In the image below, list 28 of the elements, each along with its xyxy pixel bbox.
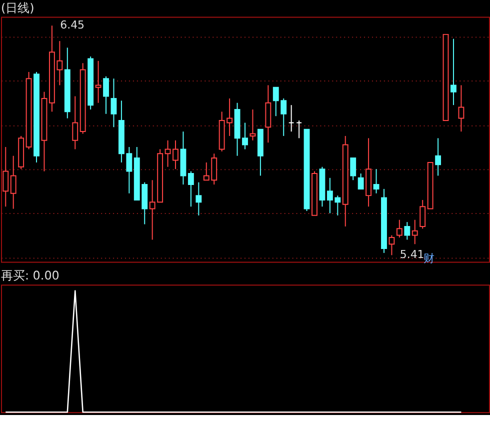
annotation: 财 (423, 252, 434, 265)
candlestick (458, 84, 464, 132)
candlestick (288, 104, 294, 132)
candlestick (95, 60, 102, 104)
candlestick (110, 78, 117, 128)
chart-title: (日线) (0, 0, 34, 15)
candlestick (296, 120, 302, 139)
candlestick (103, 76, 109, 114)
candlestick (2, 146, 9, 208)
candlestick (388, 234, 395, 256)
candlestick (250, 108, 256, 141)
chart-title: 再买: 0.00 (0, 268, 60, 283)
candlestick (350, 158, 356, 181)
candlestick (188, 170, 194, 208)
candlestick (72, 96, 78, 150)
candlestick (196, 182, 202, 216)
candlestick (450, 38, 456, 106)
candlestick (435, 138, 442, 176)
annotation: 6.45 (60, 18, 84, 32)
candlestick (396, 219, 402, 238)
candlestick (373, 168, 380, 194)
candlestick (404, 222, 410, 240)
annotation: 5.41 (400, 248, 424, 262)
candlestick (412, 219, 418, 245)
candlestick (242, 122, 248, 150)
candlestick (10, 155, 16, 210)
candlestick (420, 199, 426, 230)
candlestick (358, 172, 364, 190)
